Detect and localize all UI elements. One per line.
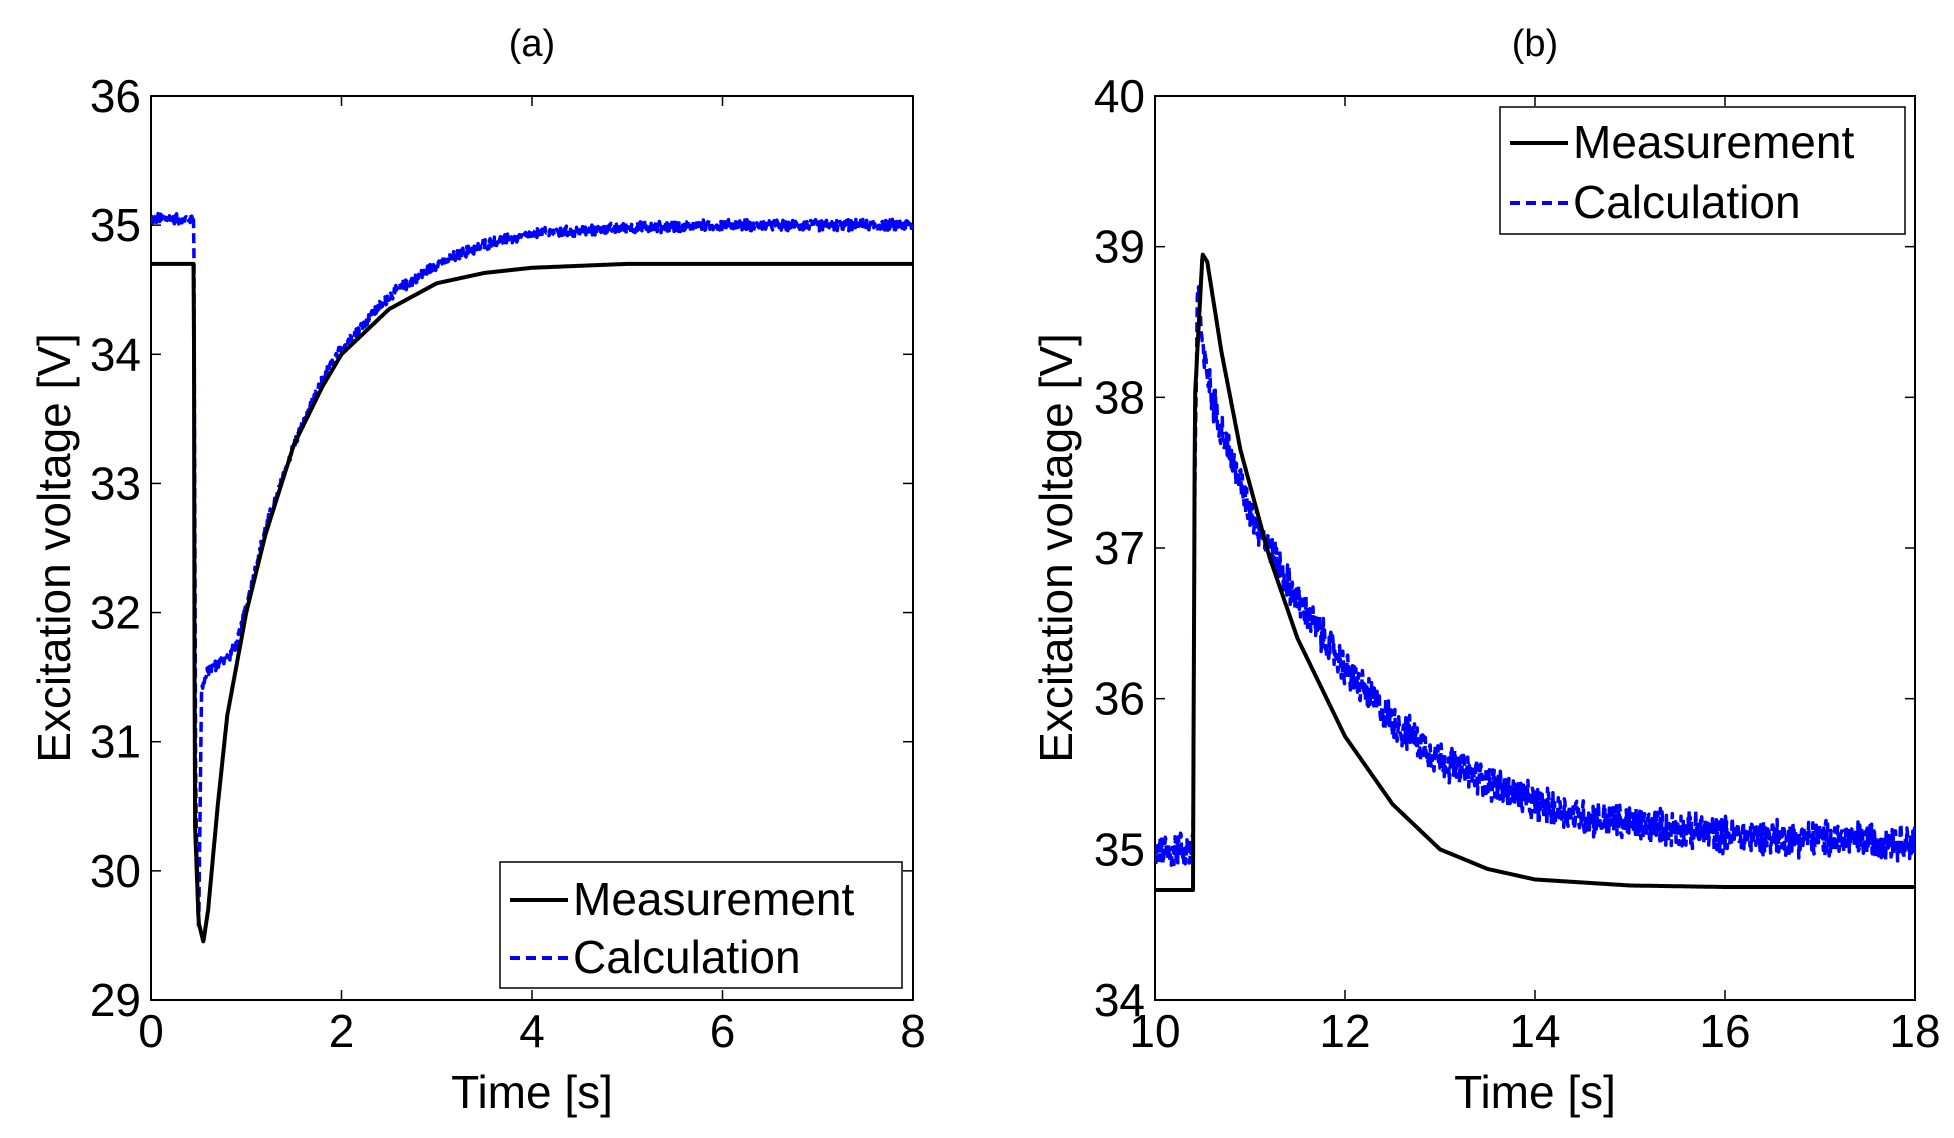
panel-a-ylabel: Excitation voltage [V] [28, 333, 80, 763]
panel-a-series-measurement [151, 261, 913, 944]
panel-b-legend: Measurement Calculation [1499, 106, 1906, 235]
panel-a-xtick-label: 6 [710, 1005, 736, 1057]
panel-b-ytick-label: 39 [1094, 221, 1145, 273]
panel-a-ytick-label: 34 [90, 328, 141, 380]
panel-b-xtick-label: 10 [1129, 1005, 1180, 1057]
panel-b-ytick-label: 35 [1094, 823, 1145, 875]
panel-a-xtick-label: 2 [329, 1005, 355, 1057]
panel-a-ytick-label: 29 [90, 974, 141, 1026]
panel-a-ytick-label: 30 [90, 845, 141, 897]
panel-b-ytick-label: 40 [1094, 70, 1145, 122]
panel-a-series-calculation [151, 211, 913, 927]
panel-a-xlabel: Time [s] [451, 1066, 613, 1118]
panel-b-lines [1155, 252, 1915, 892]
panel-a-lines [151, 211, 913, 944]
panel-a-legend-box [499, 861, 903, 989]
panel-b: (b) 10 12 14 16 18 34 35 36 37 38 39 40 Time [s] Ex… [1030, 23, 1941, 1118]
panel-a-legend-measurement: Measurement [573, 873, 854, 925]
panel-b-legend-box [1499, 106, 1906, 235]
panel-b-legend-calculation: Calculation [1573, 176, 1801, 228]
panel-b-xtick-label: 16 [1699, 1005, 1750, 1057]
panel-a-legend: Measurement Calculation [499, 861, 903, 989]
panel-a-xtick-label: 4 [519, 1005, 545, 1057]
panel-b-xtick-label: 12 [1319, 1005, 1370, 1057]
panel-a-ytick-label: 33 [90, 457, 141, 509]
panel-b-ticks: 10 12 14 16 18 34 35 36 37 38 39 40 [1094, 70, 1941, 1057]
panel-b-legend-measurement: Measurement [1573, 116, 1854, 168]
panel-a-ytick-label: 31 [90, 716, 141, 768]
panel-b-ylabel: Excitation voltage [V] [1030, 333, 1082, 763]
panel-a-ticks: 0 2 4 6 8 29 30 31 32 33 34 35 36 [90, 70, 926, 1057]
panel-b-series-calculation [1155, 285, 1915, 867]
panel-b-xtick-label: 14 [1509, 1005, 1560, 1057]
panel-a-ytick-label: 36 [90, 70, 141, 122]
panel-b-ytick-label: 38 [1094, 371, 1145, 423]
panel-b-title: (b) [1512, 23, 1558, 65]
panel-a-ytick-label: 32 [90, 587, 141, 639]
panel-b-ytick-label: 37 [1094, 522, 1145, 574]
panel-a-legend-calculation: Calculation [573, 931, 801, 983]
panel-b-series-measurement [1155, 252, 1915, 892]
panel-a: (a) 0 2 4 6 8 29 30 31 32 33 34 35 36 Time [s] Excit… [28, 23, 926, 1118]
panel-a-xtick-label: 0 [138, 1005, 164, 1057]
panel-a-ytick-label: 35 [90, 199, 141, 251]
panel-b-ytick-label: 36 [1094, 673, 1145, 725]
panel-a-title: (a) [509, 23, 555, 65]
panel-b-xlabel: Time [s] [1454, 1066, 1616, 1118]
panel-a-xtick-label: 8 [900, 1005, 926, 1057]
panel-a-plot-area [150, 95, 914, 1001]
panel-b-xtick-label: 18 [1889, 1005, 1940, 1057]
panel-b-ytick-label: 34 [1094, 974, 1145, 1026]
